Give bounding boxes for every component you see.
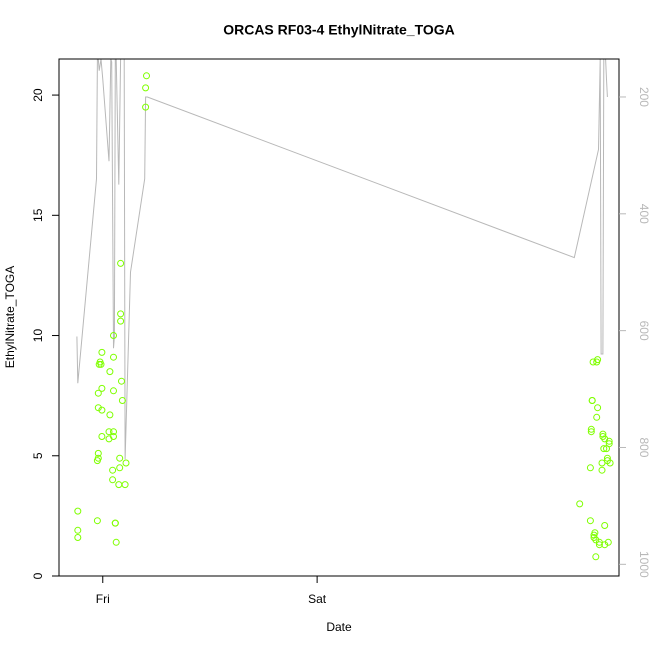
right-tick-label: 1000 <box>637 551 650 578</box>
data-point <box>122 459 130 467</box>
chart-title: ORCAS RF03-4 EthylNitrate_TOGA <box>223 22 455 38</box>
data-point <box>97 360 105 368</box>
y-tick-label: 20 <box>31 88 45 102</box>
data-point <box>595 541 603 549</box>
data-point <box>110 353 117 361</box>
x-tick-label: Sat <box>308 592 327 606</box>
data-point <box>110 428 117 436</box>
y-axis-label: EthylNitrate_TOGA <box>3 266 17 368</box>
data-point <box>117 310 125 318</box>
data-point <box>109 466 117 474</box>
data-point <box>105 428 113 436</box>
right-tick-label: 600 <box>637 321 650 341</box>
series-line <box>76 58 608 460</box>
data-point <box>118 377 125 385</box>
data-point <box>94 454 102 462</box>
data-point <box>74 526 82 534</box>
data-point <box>94 449 102 457</box>
data-point <box>118 397 126 404</box>
right-tick-label: 400 <box>637 204 650 224</box>
data-point <box>98 406 106 414</box>
y-axis: 0 5 10 15 20 <box>31 88 59 579</box>
data-point <box>592 553 600 561</box>
data-point <box>93 517 101 525</box>
data-point <box>110 433 117 440</box>
data-point <box>587 425 595 433</box>
x-axis: Fri Sat <box>96 576 327 606</box>
data-point <box>116 454 124 462</box>
data-point <box>110 332 117 339</box>
y-tick-label: 15 <box>31 208 45 222</box>
data-point <box>74 534 82 541</box>
right-tick-label: 200 <box>637 87 650 107</box>
data-point <box>600 445 608 453</box>
y-tick-label: 5 <box>31 452 45 459</box>
data-point <box>112 538 120 546</box>
data-point <box>601 522 609 529</box>
data-point <box>117 317 125 325</box>
data-point <box>586 517 594 525</box>
line-series <box>76 58 608 460</box>
data-point <box>593 413 601 421</box>
data-point <box>98 348 106 356</box>
data-point <box>115 481 123 489</box>
x-axis-label: Date <box>326 620 352 634</box>
plot-frame <box>58 58 620 577</box>
data-point <box>143 72 150 80</box>
data-point <box>98 384 106 392</box>
data-point <box>142 103 150 111</box>
data-point <box>94 389 102 397</box>
data-point <box>111 519 119 527</box>
data-point <box>604 538 612 546</box>
right-axis: 200 400 600 800 1000 <box>619 87 650 578</box>
data-point <box>605 440 613 448</box>
data-point <box>591 529 599 537</box>
data-point <box>142 84 150 92</box>
data-point <box>605 437 613 445</box>
data-point <box>109 476 117 484</box>
data-point <box>106 411 114 419</box>
data-point <box>587 428 595 436</box>
point-series <box>74 72 614 561</box>
data-point <box>594 404 602 412</box>
y-tick-label: 0 <box>31 572 45 579</box>
data-point <box>606 459 614 467</box>
data-point <box>588 397 596 404</box>
data-point <box>121 481 129 489</box>
data-point <box>594 356 602 364</box>
data-point <box>98 433 106 440</box>
y-tick-label: 10 <box>31 329 45 343</box>
data-point <box>74 507 82 515</box>
data-point <box>601 541 609 549</box>
data-point <box>94 404 102 412</box>
data-point <box>592 536 600 544</box>
data-point <box>586 464 594 472</box>
data-point <box>599 430 607 438</box>
data-point <box>598 466 606 474</box>
data-point <box>116 464 124 472</box>
data-point <box>117 259 125 267</box>
x-tick-label: Fri <box>96 592 110 606</box>
right-tick-label: 800 <box>637 437 650 457</box>
data-point <box>576 500 584 508</box>
data-point <box>110 387 117 395</box>
data-point <box>106 368 114 376</box>
